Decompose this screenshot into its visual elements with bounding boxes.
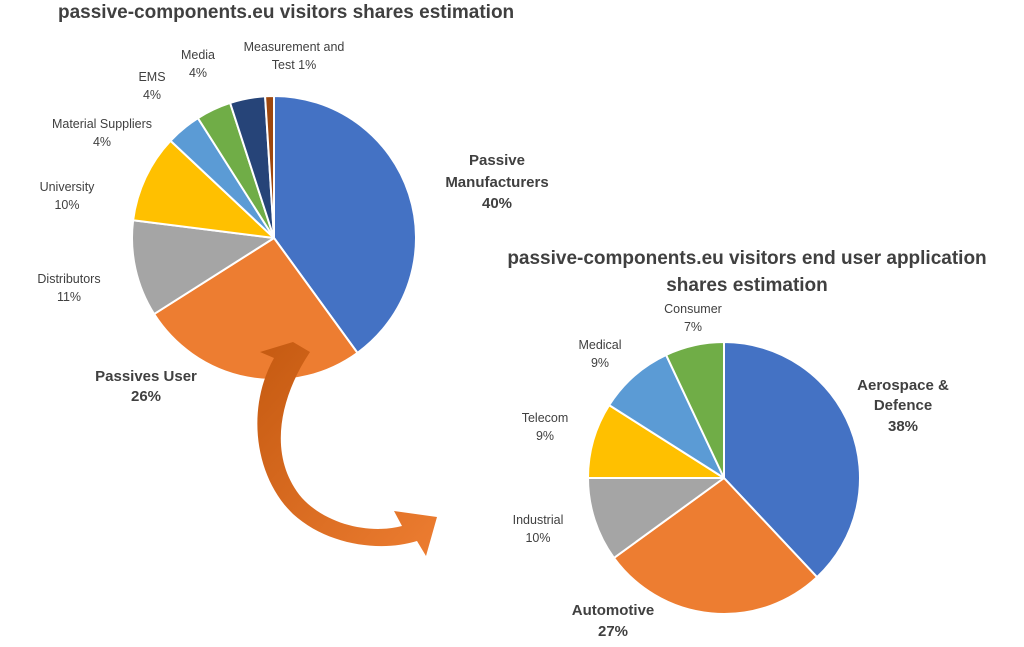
arrow-shape	[257, 342, 437, 556]
pie-slice-passives-user	[153, 237, 359, 381]
pie-slice-automotive	[612, 477, 819, 615]
data-label-telecom: Telecom 9%	[522, 411, 569, 443]
pie-chart-1: Passive Manufacturers 40% Passives User 26% D…	[37, 40, 548, 405]
data-label-automotive: Automotive 27%	[572, 602, 655, 640]
chart-1-title: passive-components.eu visitors shares es…	[58, 2, 515, 23]
data-label-consumer: Consumer 7%	[664, 302, 722, 334]
pie-slice-measurement-and-test	[264, 94, 275, 239]
pie-slice-university	[132, 139, 275, 239]
data-label-medical: Medical 9%	[578, 338, 621, 370]
data-label-aerospace-defence: Aerospace & Defence 38%	[857, 377, 949, 435]
chart-2-title-line-2: shares estimation	[666, 275, 828, 296]
pie-slice-industrial	[587, 477, 725, 559]
data-label-passives-user: Passives User 26%	[95, 368, 197, 405]
chart-2-title: passive-components.eu visitors end user …	[497, 245, 997, 299]
pie-slice-distributors	[131, 219, 275, 316]
connector-arrow	[257, 342, 437, 556]
data-label-industrial: Industrial 10%	[513, 513, 564, 545]
chart-2-title-line-1: passive-components.eu visitors end user …	[507, 248, 987, 269]
pie-chart-2: Aerospace & Defence 38% Automotive 27% Indust…	[513, 302, 949, 640]
pie-slice-aerospace-defence	[723, 341, 861, 579]
data-label-media: Media 4%	[181, 48, 215, 80]
data-label-material-suppliers: Material Suppliers 4%	[52, 117, 152, 149]
data-label-university: University 10%	[40, 180, 96, 212]
data-label-measurement-and-test: Measurement and Test 1%	[244, 40, 345, 72]
data-label-distributors: Distributors 11%	[37, 272, 100, 304]
data-label-passive-manufacturers: Passive Manufacturers 40%	[445, 152, 548, 212]
data-label-ems: EMS 4%	[138, 70, 165, 102]
pie-slice-consumer	[665, 341, 725, 479]
pie-slice-passive-manufacturers	[273, 95, 417, 354]
